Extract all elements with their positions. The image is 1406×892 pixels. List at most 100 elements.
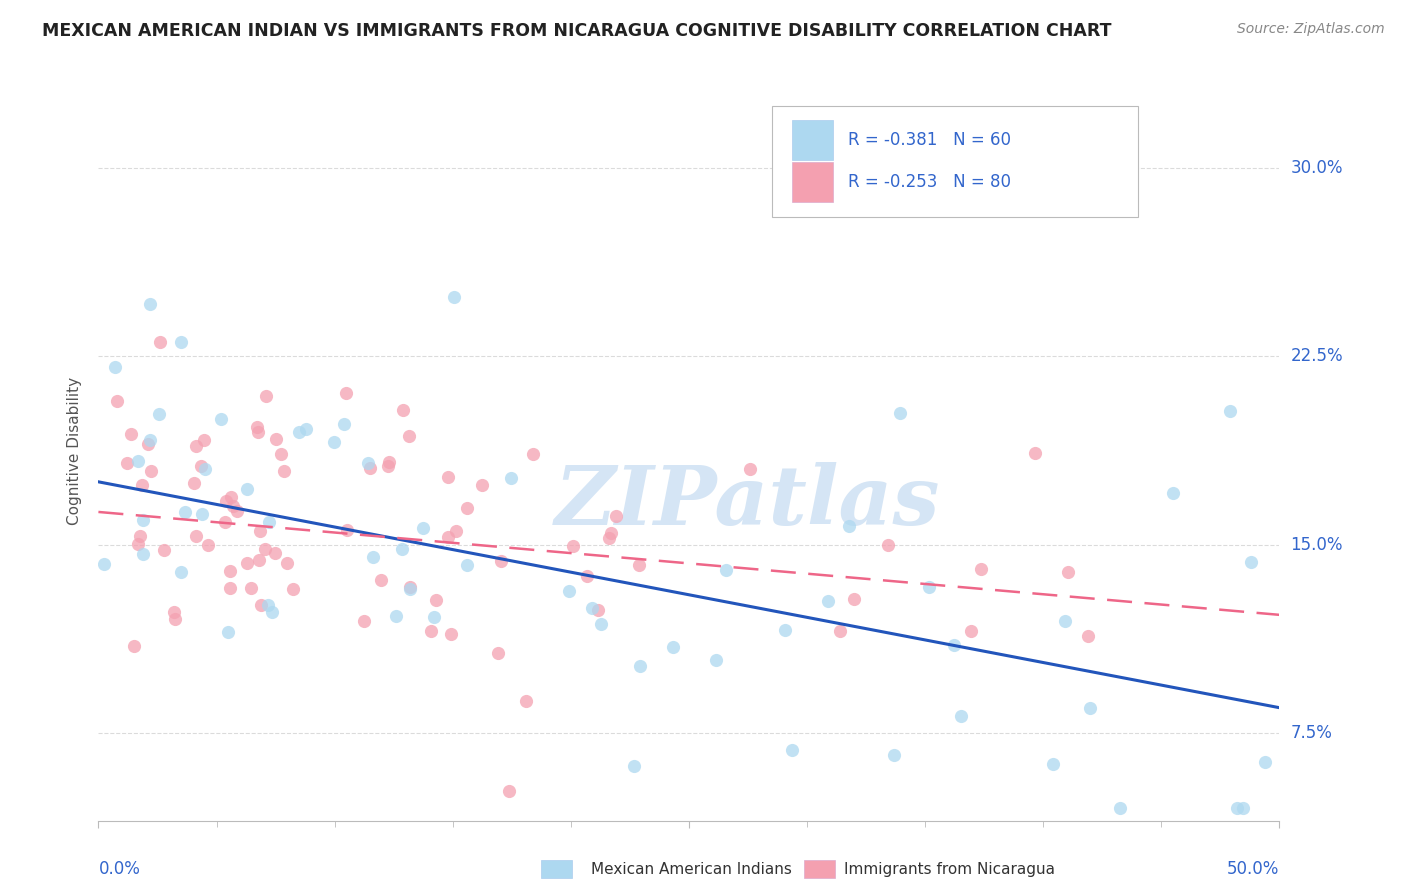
Point <box>949 709 972 723</box>
Point <box>219 581 242 595</box>
Point <box>240 581 263 595</box>
Point <box>838 518 860 533</box>
Point <box>943 638 966 652</box>
Point <box>260 605 283 619</box>
Point <box>247 425 270 439</box>
Point <box>370 573 392 587</box>
Point <box>197 539 219 553</box>
Point <box>1057 565 1080 579</box>
Point <box>1024 446 1046 460</box>
Point <box>605 509 627 524</box>
Point <box>257 515 280 529</box>
Point <box>131 513 153 527</box>
Point <box>581 601 603 615</box>
Point <box>363 550 385 565</box>
Point <box>139 433 162 447</box>
Point <box>104 359 127 374</box>
Point <box>254 541 277 556</box>
Point <box>817 594 839 608</box>
Point <box>139 297 162 311</box>
Point <box>515 694 537 708</box>
Point <box>522 447 544 461</box>
Point <box>257 599 280 613</box>
Point <box>254 389 277 403</box>
Point <box>127 537 149 551</box>
Point <box>498 783 520 797</box>
FancyBboxPatch shape <box>792 161 832 202</box>
Point <box>628 658 651 673</box>
Point <box>486 646 509 660</box>
Text: 22.5%: 22.5% <box>1291 347 1343 366</box>
Point <box>562 540 585 554</box>
Point <box>377 459 399 474</box>
Point <box>588 603 610 617</box>
Text: 15.0%: 15.0% <box>1291 535 1343 554</box>
Point <box>214 515 236 529</box>
Point <box>170 335 193 350</box>
Point <box>186 529 208 543</box>
Point <box>398 582 420 596</box>
Y-axis label: Cognitive Disability: Cognitive Disability <box>67 376 83 524</box>
Point <box>264 546 287 560</box>
Point <box>219 490 242 504</box>
Point <box>264 432 287 446</box>
Point <box>335 386 357 401</box>
Point <box>1109 801 1132 815</box>
Point <box>775 623 797 637</box>
Point <box>359 460 381 475</box>
Point <box>162 605 184 619</box>
Point <box>456 500 478 515</box>
Point <box>173 505 195 519</box>
Point <box>399 581 422 595</box>
Point <box>236 482 259 496</box>
Point <box>970 562 993 576</box>
Point <box>420 624 443 638</box>
Point <box>335 524 357 538</box>
Point <box>131 547 153 561</box>
FancyBboxPatch shape <box>792 120 832 161</box>
Point <box>93 557 115 571</box>
FancyBboxPatch shape <box>772 106 1137 218</box>
Point <box>740 462 762 476</box>
Point <box>471 478 494 492</box>
Point <box>357 456 380 470</box>
Point <box>598 532 620 546</box>
Point <box>444 524 467 538</box>
Point <box>1254 755 1277 769</box>
Point <box>273 464 295 478</box>
Point <box>191 507 214 521</box>
Point <box>1042 756 1064 771</box>
Text: Mexican American Indians: Mexican American Indians <box>591 863 792 877</box>
Point <box>288 425 311 439</box>
Point <box>589 616 612 631</box>
Point <box>501 470 523 484</box>
Point <box>440 627 463 641</box>
Point <box>149 335 172 350</box>
Point <box>276 556 298 570</box>
Point <box>193 433 215 447</box>
Point <box>1077 629 1099 643</box>
Point <box>889 406 911 420</box>
Point <box>115 456 138 470</box>
Point <box>333 417 356 431</box>
Point <box>600 525 623 540</box>
Text: 0.0%: 0.0% <box>98 860 141 878</box>
Point <box>392 403 415 417</box>
Point <box>163 611 186 625</box>
Point <box>398 428 420 442</box>
Point <box>139 464 162 478</box>
Point <box>489 554 512 568</box>
Point <box>918 581 941 595</box>
Point <box>627 558 650 572</box>
Point <box>249 599 271 613</box>
Point <box>883 747 905 762</box>
Point <box>153 542 176 557</box>
Text: ZIPatlas: ZIPatlas <box>555 462 941 542</box>
Text: 30.0%: 30.0% <box>1291 159 1343 178</box>
Point <box>131 478 153 492</box>
Point <box>249 524 271 539</box>
Point <box>105 394 128 409</box>
Point <box>295 421 318 435</box>
Point <box>219 564 242 578</box>
Point <box>443 290 465 304</box>
